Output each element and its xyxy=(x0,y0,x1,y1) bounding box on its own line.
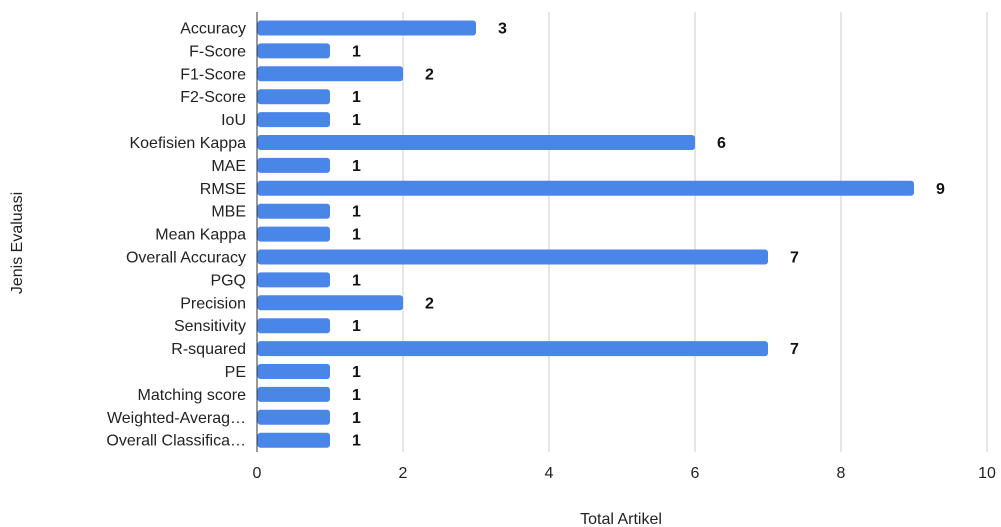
category-label-2: F1-Score xyxy=(180,66,246,83)
bar-4 xyxy=(257,112,330,128)
value-label-10: 7 xyxy=(790,250,799,267)
x-axis-title: Total Artikel xyxy=(580,511,662,527)
bar-9 xyxy=(257,226,330,242)
gridlines xyxy=(402,12,988,452)
category-labels: Accuracy F-Score F1-Score F2-Score IoU Koefis… xyxy=(106,21,246,450)
value-label-9: 1 xyxy=(352,227,361,244)
value-label-6: 1 xyxy=(352,158,361,175)
category-label-10: Overall Accuracy xyxy=(126,250,246,267)
category-label-3: F2-Score xyxy=(180,89,246,106)
bar-2 xyxy=(257,66,403,82)
x-tick-label-2: 2 xyxy=(399,465,408,482)
x-tick-label-4: 4 xyxy=(545,465,554,482)
x-tick-label-8: 8 xyxy=(837,465,846,482)
category-label-18: Overall Classifica… xyxy=(106,433,246,450)
category-label-7: RMSE xyxy=(200,181,246,198)
value-label-18: 1 xyxy=(352,433,361,450)
value-label-1: 1 xyxy=(352,43,361,60)
value-label-13: 1 xyxy=(352,318,361,335)
x-tick-labels: 0 2 4 6 8 10 xyxy=(253,465,996,482)
value-label-17: 1 xyxy=(352,410,361,427)
value-label-3: 1 xyxy=(352,89,361,106)
x-tick-label-0: 0 xyxy=(253,465,262,482)
bar-8 xyxy=(257,203,330,219)
category-label-16: Matching score xyxy=(138,387,247,404)
value-label-5: 6 xyxy=(717,135,726,152)
value-label-0: 3 xyxy=(498,21,507,38)
category-label-17: Weighted-Averag… xyxy=(107,410,246,427)
bar-0 xyxy=(257,20,476,36)
value-label-11: 1 xyxy=(352,272,361,289)
value-label-15: 1 xyxy=(352,364,361,381)
bar-14 xyxy=(257,341,768,357)
bar-10 xyxy=(257,249,768,265)
bar-1 xyxy=(257,43,330,59)
bar-16 xyxy=(257,386,330,402)
bar-13 xyxy=(257,318,330,334)
value-label-8: 1 xyxy=(352,204,361,221)
category-label-12: Precision xyxy=(180,295,246,312)
category-label-14: R-squared xyxy=(171,341,246,358)
bar-3 xyxy=(257,89,330,105)
y-axis-title: Jenis Evaluasi xyxy=(9,192,26,294)
value-label-2: 2 xyxy=(425,66,434,83)
bar-18 xyxy=(257,432,330,448)
value-label-7: 9 xyxy=(936,181,945,198)
category-label-9: Mean Kappa xyxy=(155,227,246,244)
value-label-14: 7 xyxy=(790,341,799,358)
category-label-5: Koefisien Kappa xyxy=(129,135,246,152)
value-label-4: 1 xyxy=(352,112,361,129)
category-label-1: F-Score xyxy=(189,43,246,60)
value-label-16: 1 xyxy=(352,387,361,404)
category-label-11: PGQ xyxy=(210,272,246,289)
category-label-13: Sensitivity xyxy=(174,318,246,335)
bar-6 xyxy=(257,157,330,173)
bar-17 xyxy=(257,409,330,425)
category-label-8: MBE xyxy=(211,204,246,221)
value-label-12: 2 xyxy=(425,295,434,312)
bar-5 xyxy=(257,135,695,150)
bar-7 xyxy=(257,180,914,196)
x-tick-label-6: 6 xyxy=(691,465,700,482)
category-label-6: MAE xyxy=(211,158,246,175)
bar-12 xyxy=(257,295,403,311)
category-label-15: PE xyxy=(225,364,246,381)
bar-15 xyxy=(257,364,330,379)
bars xyxy=(257,20,914,448)
bar-11 xyxy=(257,272,330,288)
category-label-0: Accuracy xyxy=(180,21,246,38)
x-tick-label-10: 10 xyxy=(978,465,996,482)
category-label-4: IoU xyxy=(221,112,246,129)
